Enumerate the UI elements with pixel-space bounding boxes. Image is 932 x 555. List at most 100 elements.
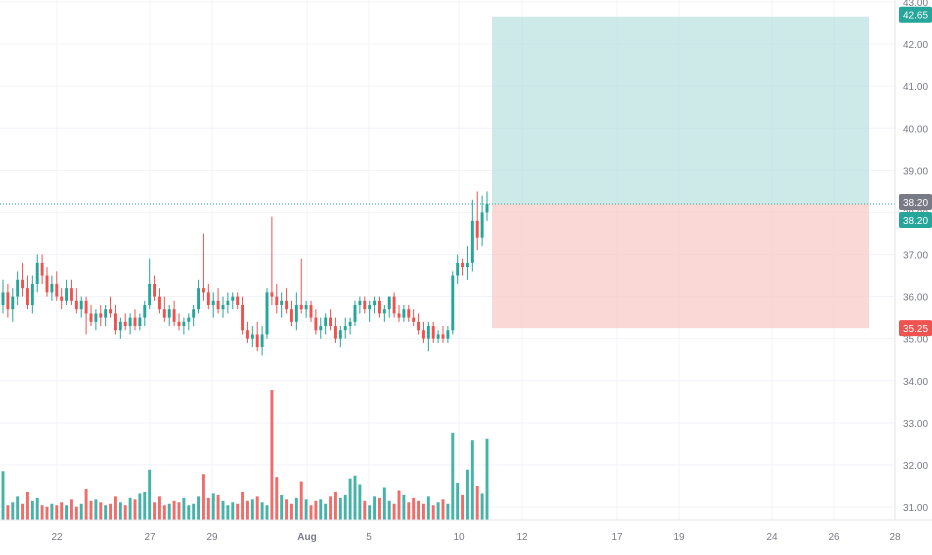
volume-bar xyxy=(280,494,284,520)
candle-body xyxy=(260,334,264,348)
volume-bar xyxy=(260,502,264,520)
volume-bar xyxy=(245,500,249,520)
price-tick-label: 33.00 xyxy=(903,419,928,430)
volume-bar xyxy=(348,478,352,520)
volume-bar xyxy=(314,500,318,520)
volume-bar xyxy=(353,475,357,520)
candle-body xyxy=(314,317,318,331)
price-tick-label: 37.00 xyxy=(903,251,928,262)
candle-body xyxy=(407,309,411,318)
volume-bar xyxy=(113,496,117,520)
price-axis[interactable]: 31.0032.0033.0034.0035.0036.0037.0038.00… xyxy=(894,0,932,520)
volume-bar xyxy=(128,497,132,520)
volume-bar xyxy=(74,506,78,520)
volume-bar xyxy=(167,503,171,520)
candle-body xyxy=(138,317,142,327)
candle-body xyxy=(241,305,245,331)
volume-bar xyxy=(333,491,337,520)
volume-bars xyxy=(1,390,489,520)
volume-bar xyxy=(319,499,323,520)
candle-body xyxy=(417,321,421,331)
candle-body xyxy=(470,220,474,263)
candle-body xyxy=(11,296,15,310)
candle-body xyxy=(431,326,435,339)
long-position-tool[interactable] xyxy=(492,16,869,329)
position-profit-zone[interactable] xyxy=(492,16,869,204)
volume-bar xyxy=(382,487,386,520)
volume-bar xyxy=(109,503,113,520)
candle-body xyxy=(446,330,450,339)
price-badge-target xyxy=(899,6,932,23)
candle-body xyxy=(426,326,430,339)
volume-bar xyxy=(451,432,455,520)
price-badge-entry xyxy=(899,212,932,228)
time-axis[interactable]: 22 27 29 Aug 5 10 12 17 19 24 26 28 xyxy=(0,519,932,550)
candle-body xyxy=(270,292,274,297)
time-tick-label: 24 xyxy=(766,532,778,543)
volume-bar xyxy=(412,497,416,520)
candle-body xyxy=(436,334,440,339)
volume-bar xyxy=(373,496,377,520)
volume-bar xyxy=(431,505,435,520)
price-badge-label-last-grey: 38.20 xyxy=(903,198,928,209)
candle-body xyxy=(153,283,157,297)
price-axis-bg xyxy=(895,0,932,520)
time-tick-label: 29 xyxy=(206,532,218,543)
volume-bar xyxy=(407,502,411,520)
volume-bar xyxy=(55,505,59,520)
candle-body xyxy=(148,283,152,305)
candle-body xyxy=(94,313,98,322)
candle-body xyxy=(128,317,132,327)
volume-bar xyxy=(294,497,298,520)
volume-bar xyxy=(363,500,367,520)
volume-bar xyxy=(162,505,166,520)
volume-bar xyxy=(65,505,69,520)
volume-bar xyxy=(338,497,342,520)
position-loss-zone[interactable] xyxy=(492,204,869,329)
candle-body xyxy=(30,283,34,305)
volume-bar xyxy=(285,499,289,520)
volume-bar xyxy=(16,496,20,520)
candle-body xyxy=(441,334,445,339)
candle-body xyxy=(377,300,381,314)
candle-body xyxy=(104,309,108,318)
volume-bar xyxy=(40,505,44,520)
candle-body xyxy=(304,305,308,310)
volume-bar xyxy=(368,505,372,520)
volume-bar xyxy=(470,440,474,520)
candle-body xyxy=(206,292,210,305)
candle-body xyxy=(133,317,137,327)
candle-body xyxy=(79,300,83,310)
price-badge-label-stop: 35.25 xyxy=(903,324,928,335)
time-axis-bg xyxy=(0,520,932,550)
volume-bar xyxy=(255,496,259,520)
candle-body xyxy=(231,296,235,301)
candle-body xyxy=(45,275,49,293)
volume-bar xyxy=(475,486,479,520)
volume-bar xyxy=(441,499,445,520)
volume-bar xyxy=(275,477,279,520)
candle-body xyxy=(157,296,161,310)
volume-bar xyxy=(304,499,308,520)
candle-body xyxy=(348,321,352,327)
volume-bar xyxy=(485,438,489,520)
volume-bar xyxy=(456,483,460,520)
volume-bar xyxy=(104,505,108,520)
candle-body xyxy=(167,309,171,318)
volume-bar xyxy=(138,493,142,520)
candle-body xyxy=(245,330,249,339)
volume-bar xyxy=(461,494,465,520)
time-tick-label: 28 xyxy=(889,532,901,543)
volume-bar xyxy=(201,474,205,520)
price-tick-label: 42.00 xyxy=(903,40,928,51)
volume-bar xyxy=(343,494,347,520)
candle-body xyxy=(368,305,372,310)
candle-body xyxy=(221,305,225,310)
candle-body xyxy=(123,321,127,327)
candle-body xyxy=(35,262,39,284)
volume-bar xyxy=(79,503,83,520)
price-tick-label: 39.00 xyxy=(903,166,928,177)
candle-body xyxy=(461,262,465,268)
candle-body xyxy=(373,300,377,305)
